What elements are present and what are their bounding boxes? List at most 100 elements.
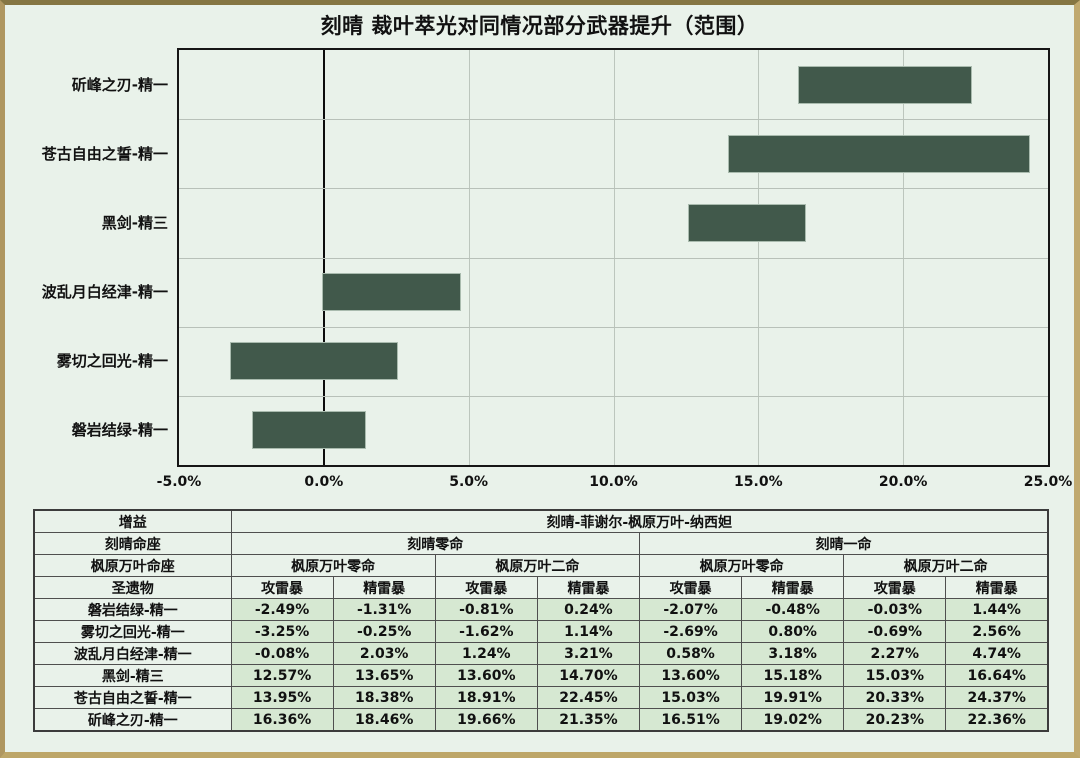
header-cell-artifact: 精雷暴 — [332, 576, 436, 599]
header-cell-label: 枫原万叶命座 — [33, 554, 232, 577]
header-cell-artifact: 精雷暴 — [945, 576, 1049, 599]
value-cell: 13.60% — [434, 664, 538, 687]
header-cell-constellation: 刻晴一命 — [639, 532, 1049, 555]
data-table: 增益 刻晴-菲谢尔-枫原万叶-纳西妲 刻晴命座 刻晴零命 刻晴一命 枫原万叶命座 枫原万叶零… — [33, 509, 1049, 732]
gridline-horizontal — [179, 257, 1048, 259]
value-cell: -0.48% — [741, 598, 845, 621]
range-bar — [727, 134, 1030, 173]
value-cell: 14.70% — [536, 664, 641, 687]
value-cell: 4.74% — [945, 642, 1049, 665]
value-cell: 2.27% — [843, 642, 947, 665]
range-bar — [687, 203, 806, 242]
value-cell: 18.91% — [434, 686, 538, 709]
header-cell-artifact: 精雷暴 — [741, 576, 845, 599]
header-cell-artifact: 攻雷暴 — [638, 576, 743, 599]
header-cell-kazuha: 枫原万叶零命 — [638, 554, 845, 577]
x-axis-label: 15.0% — [734, 474, 783, 490]
value-cell: 3.18% — [741, 642, 845, 665]
value-cell: 2.56% — [945, 620, 1049, 643]
x-axis-label: 5.0% — [449, 474, 489, 490]
table-row: 圣遗物 攻雷暴 精雷暴 攻雷暴 精雷暴 攻雷暴 精雷暴 攻雷暴 精雷暴 — [33, 576, 1049, 599]
gridline-horizontal — [179, 395, 1048, 397]
value-cell: 15.03% — [843, 664, 947, 687]
value-cell: 22.36% — [945, 708, 1049, 732]
weapon-name-cell: 波乱月白经津-精一 — [33, 642, 232, 665]
value-cell: 15.18% — [741, 664, 845, 687]
value-cell: -1.62% — [434, 620, 538, 643]
plot-area — [177, 48, 1050, 467]
gridline-horizontal — [179, 188, 1048, 190]
value-cell: 13.60% — [638, 664, 743, 687]
value-cell: 13.95% — [230, 686, 334, 709]
table-row: 刻晴命座 刻晴零命 刻晴一命 — [33, 532, 1049, 555]
table-row: 磐岩结绿-精一 -2.49% -1.31% -0.81% 0.24% -2.07% -0.4… — [33, 598, 1049, 621]
header-cell-artifact: 攻雷暴 — [230, 576, 334, 599]
table-row: 雾切之回光-精一 -3.25% -0.25% -1.62% 1.14% -2.69% 0.8… — [33, 620, 1049, 643]
table-row: 斫峰之刃-精一 16.36% 18.46% 19.66% 21.35% 16.51% 19.… — [33, 708, 1049, 732]
value-cell: -3.25% — [230, 620, 334, 643]
value-cell: 3.21% — [536, 642, 641, 665]
y-axis-label: 黑剑-精三 — [101, 213, 168, 232]
y-axis-label: 斫峰之刃-精一 — [71, 75, 168, 94]
value-cell: 19.66% — [434, 708, 538, 732]
gridline-horizontal — [179, 326, 1048, 328]
value-cell: 1.24% — [434, 642, 538, 665]
value-cell: 0.24% — [536, 598, 641, 621]
header-cell-artifact: 攻雷暴 — [843, 576, 947, 599]
value-cell: 22.45% — [536, 686, 641, 709]
value-cell: 20.23% — [843, 708, 947, 732]
value-cell: 18.38% — [332, 686, 436, 709]
y-axis-label: 苍古自由之誓-精一 — [41, 144, 168, 163]
value-cell: 12.57% — [230, 664, 334, 687]
weapon-name-cell: 苍古自由之誓-精一 — [33, 686, 232, 709]
header-cell-label: 增益 — [33, 509, 232, 533]
weapon-name-cell: 雾切之回光-精一 — [33, 620, 232, 643]
table-row: 苍古自由之誓-精一 13.95% 18.38% 18.91% 22.45% 15.03% 1… — [33, 686, 1049, 709]
value-cell: 19.91% — [741, 686, 845, 709]
x-axis-label: -5.0% — [156, 474, 202, 490]
header-cell-label: 圣遗物 — [33, 576, 232, 599]
value-cell: 18.46% — [332, 708, 436, 732]
value-cell: -1.31% — [332, 598, 436, 621]
value-cell: 1.44% — [945, 598, 1049, 621]
value-cell: 13.65% — [332, 664, 436, 687]
header-cell-artifact: 攻雷暴 — [434, 576, 538, 599]
value-cell: -0.81% — [434, 598, 538, 621]
x-axis-label: 20.0% — [878, 474, 928, 490]
value-cell: 15.03% — [638, 686, 743, 709]
value-cell: 19.02% — [741, 708, 845, 732]
value-cell: 16.64% — [945, 664, 1049, 687]
table-row: 波乱月白经津-精一 -0.08% 2.03% 1.24% 3.21% 0.58% 3.18%… — [33, 642, 1049, 665]
gridline-horizontal — [179, 119, 1048, 121]
range-bar — [797, 65, 972, 104]
header-cell-kazuha: 枫原万叶零命 — [230, 554, 436, 577]
x-axis-label: 25.0% — [1023, 474, 1073, 490]
weapon-name-cell: 斫峰之刃-精一 — [33, 708, 232, 732]
y-axis-label: 波乱月白经津-精一 — [41, 283, 168, 302]
value-cell: 0.80% — [741, 620, 845, 643]
value-cell: -0.03% — [843, 598, 947, 621]
x-axis-label: 0.0% — [304, 474, 344, 490]
range-bar — [251, 411, 366, 450]
value-cell: -2.49% — [230, 598, 334, 621]
value-cell: 16.36% — [230, 708, 334, 732]
range-bar — [229, 342, 398, 381]
value-cell: -0.25% — [332, 620, 436, 643]
header-cell-label: 刻晴命座 — [33, 532, 232, 555]
y-axis-label: 雾切之回光-精一 — [56, 352, 168, 371]
value-cell: 20.33% — [843, 686, 947, 709]
header-cell-kazuha: 枫原万叶二命 — [843, 554, 1049, 577]
header-cell-artifact: 精雷暴 — [536, 576, 641, 599]
value-cell: -2.07% — [638, 598, 743, 621]
value-cell: 1.14% — [536, 620, 641, 643]
chart-title: 刻晴 裁叶萃光对同情况部分武器提升（范围） — [320, 14, 759, 38]
value-cell: 2.03% — [332, 642, 436, 665]
x-axis-label: 10.0% — [589, 474, 638, 490]
value-cell: -0.08% — [230, 642, 334, 665]
value-cell: 16.51% — [638, 708, 743, 732]
table-row: 黑剑-精三 12.57% 13.65% 13.60% 14.70% 13.60% 15.18… — [33, 664, 1049, 687]
header-cell-kazuha: 枫原万叶二命 — [434, 554, 641, 577]
weapon-name-cell: 黑剑-精三 — [33, 664, 232, 687]
table-row: 增益 刻晴-菲谢尔-枫原万叶-纳西妲 — [33, 509, 1049, 533]
